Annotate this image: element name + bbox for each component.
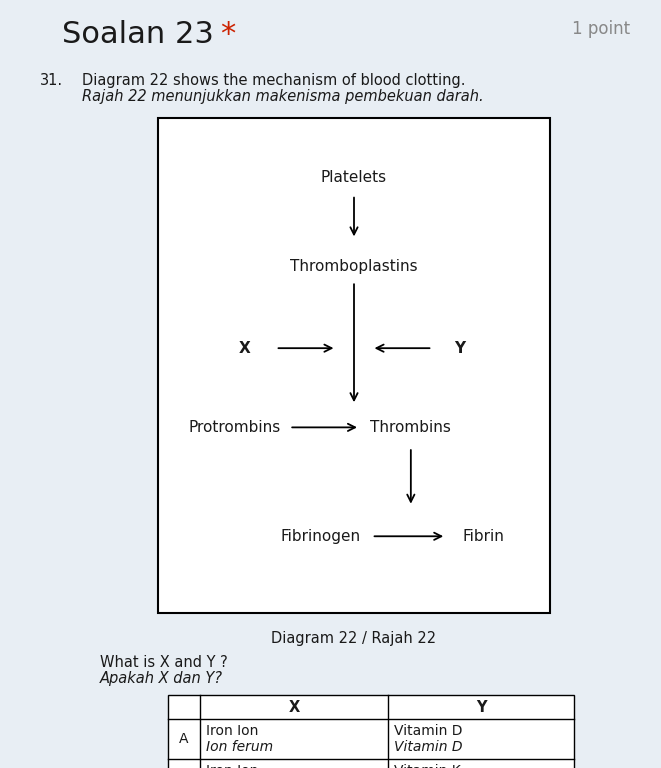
Text: Ion ferum: Ion ferum <box>206 740 273 754</box>
Text: Fibrinogen: Fibrinogen <box>281 529 361 544</box>
Text: Fibrin: Fibrin <box>463 529 504 544</box>
Text: 31.: 31. <box>40 73 63 88</box>
Text: Y: Y <box>476 700 486 714</box>
Text: Y: Y <box>454 341 465 356</box>
Text: 1 point: 1 point <box>572 20 630 38</box>
Text: Diagram 22 shows the mechanism of blood clotting.: Diagram 22 shows the mechanism of blood … <box>82 73 465 88</box>
Text: What is X and Y ?: What is X and Y ? <box>100 655 228 670</box>
Text: Soalan 23: Soalan 23 <box>62 20 223 49</box>
Text: Thrombins: Thrombins <box>370 420 451 435</box>
Text: Protrombins: Protrombins <box>188 420 280 435</box>
Text: Iron Ion: Iron Ion <box>206 724 258 738</box>
Text: X: X <box>288 700 299 714</box>
Text: X: X <box>239 341 250 356</box>
Bar <box>158 118 550 613</box>
Text: Apakah X dan Y?: Apakah X dan Y? <box>100 671 223 686</box>
Text: Thromboplastins: Thromboplastins <box>290 259 418 274</box>
Bar <box>168 695 574 768</box>
Text: Diagram 22 / Rajah 22: Diagram 22 / Rajah 22 <box>272 631 436 646</box>
Text: Vitamin K: Vitamin K <box>394 764 461 768</box>
Text: A: A <box>179 732 189 746</box>
Text: Rajah 22 menunjukkan makenisma pembekuan darah.: Rajah 22 menunjukkan makenisma pembekuan… <box>82 89 484 104</box>
Text: *: * <box>220 20 235 49</box>
Text: Vitamin D: Vitamin D <box>394 724 463 738</box>
Text: Platelets: Platelets <box>321 170 387 185</box>
Text: Vitamin D: Vitamin D <box>394 740 463 754</box>
Text: Iron Ion: Iron Ion <box>206 764 258 768</box>
